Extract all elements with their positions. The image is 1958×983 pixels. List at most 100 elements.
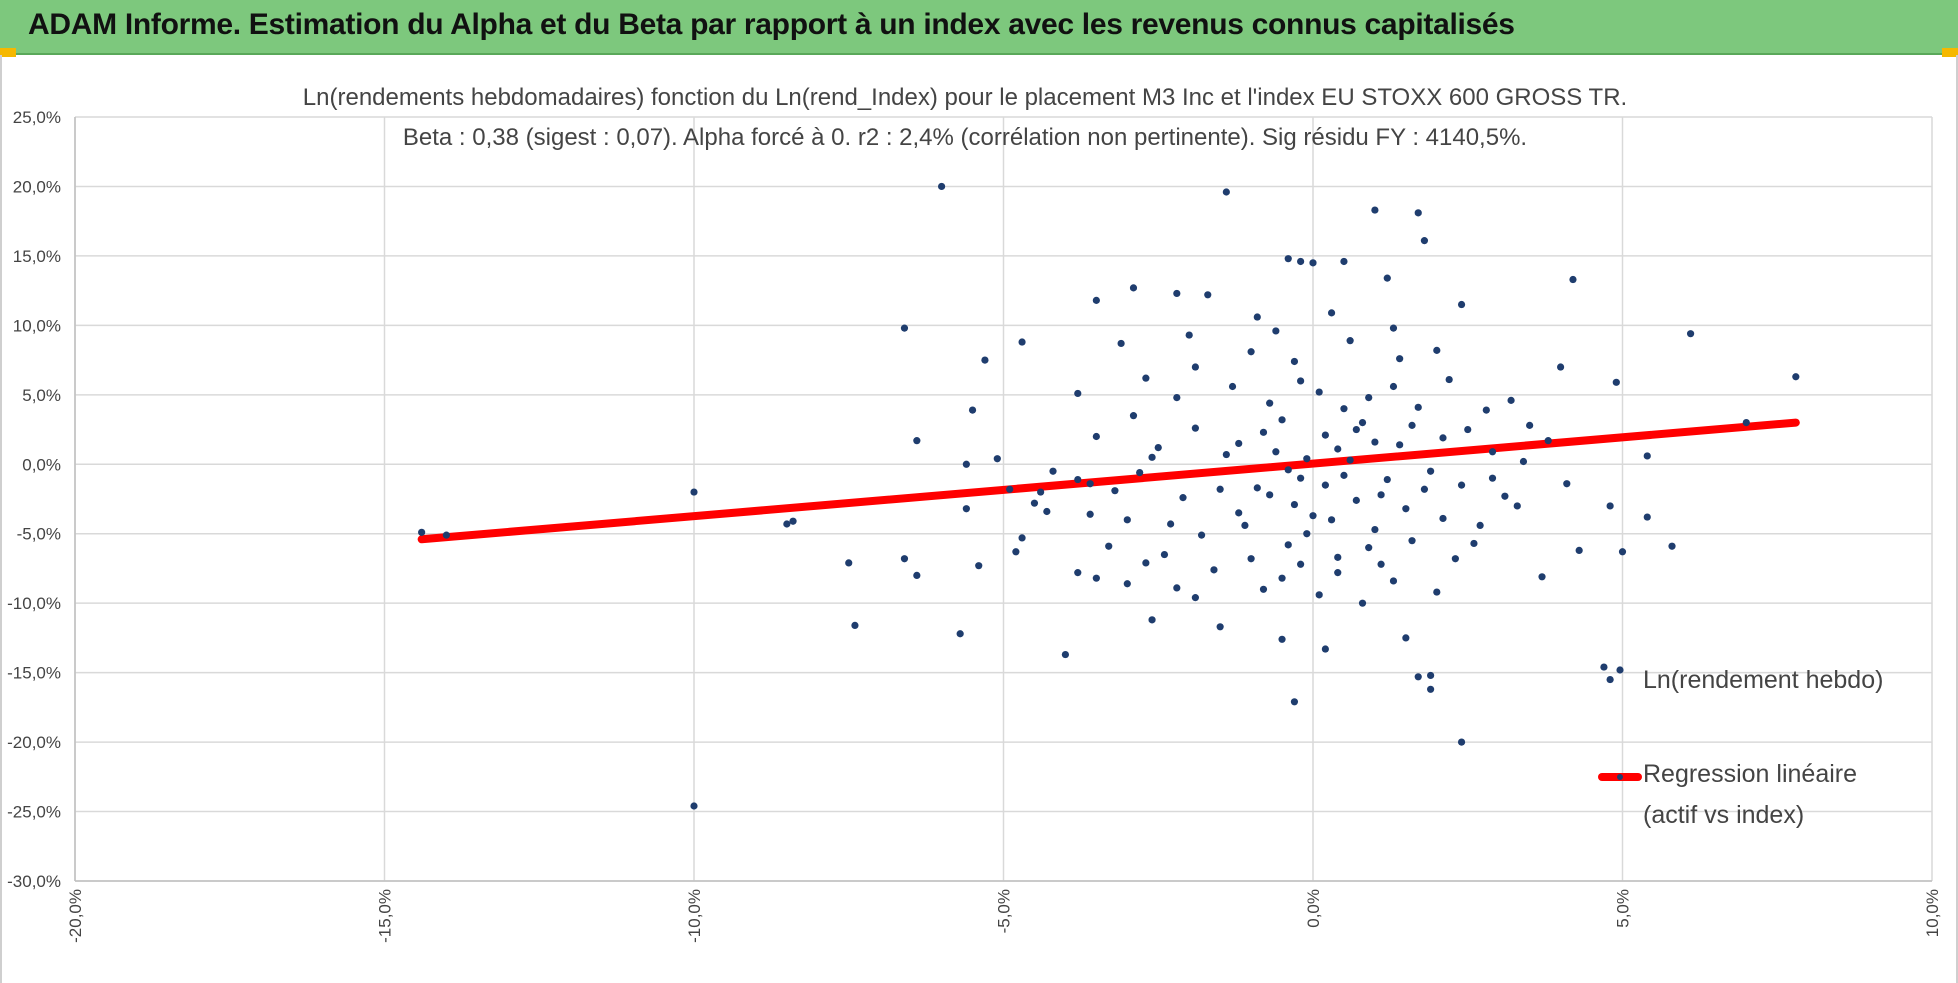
scatter-point xyxy=(1309,259,1317,267)
scatter-point xyxy=(1173,393,1181,402)
page-title: ADAM Informe. Estimation du Alpha et du … xyxy=(28,8,1515,41)
legend-label-regression-sub: (actif vs index) xyxy=(1643,801,1805,829)
y-tick-label: 0,0% xyxy=(22,455,61,474)
scatter-point xyxy=(1383,475,1391,484)
y-tick-label: 20,0% xyxy=(13,177,61,196)
scatter-point xyxy=(1389,324,1398,332)
scatter-point xyxy=(1371,525,1379,534)
chart-title: Ln(rendements hebdomadaires) fonction du… xyxy=(302,84,1628,111)
scatter-point xyxy=(1030,499,1039,507)
scatter-point xyxy=(1358,419,1367,427)
regression-line xyxy=(417,418,1800,544)
scatter-point xyxy=(1340,471,1348,479)
scatter-point xyxy=(1315,388,1323,396)
scatter-point xyxy=(1173,289,1181,298)
scatter-point xyxy=(1389,577,1398,585)
scatter-point xyxy=(968,406,977,414)
scatter-point xyxy=(1037,488,1045,496)
scatter-point xyxy=(1464,425,1472,434)
scatter-point xyxy=(1526,421,1534,429)
scatter-point xyxy=(1061,650,1069,659)
scatter-point xyxy=(1488,448,1497,456)
scatter-point xyxy=(1346,456,1354,464)
scatter-point xyxy=(1266,491,1274,499)
scatter-point xyxy=(1389,382,1398,391)
y-tick-label: -15,0% xyxy=(7,664,61,683)
y-tick-label: -5,0% xyxy=(17,525,61,544)
scatter-point xyxy=(1742,419,1750,427)
scatter-point xyxy=(1488,474,1497,482)
scatter-point xyxy=(913,437,921,445)
scatter-point xyxy=(1284,255,1292,263)
scatter-point xyxy=(913,571,921,580)
scatter-point xyxy=(1686,330,1695,338)
x-tick-label: 5,0% xyxy=(1614,889,1633,928)
scatter-point xyxy=(1334,569,1342,577)
scatter-point xyxy=(975,562,983,570)
scatter-point xyxy=(1439,514,1447,523)
scatter-point xyxy=(900,324,909,332)
scatter-point xyxy=(1173,584,1181,592)
scatter-point xyxy=(1228,382,1237,391)
scatter-point xyxy=(1334,445,1342,453)
scatter-point xyxy=(1457,738,1466,746)
scatter-point xyxy=(1018,534,1026,542)
scatter-point xyxy=(1129,284,1138,292)
legend-marker-regression-dot xyxy=(1617,774,1623,780)
scatter-point xyxy=(1086,510,1094,518)
scatter-point xyxy=(1445,375,1453,384)
scatter-point xyxy=(1117,339,1125,348)
y-tick-label: 15,0% xyxy=(13,247,61,266)
scatter-point xyxy=(1297,257,1305,266)
scatter-point xyxy=(1414,673,1422,681)
scatter-point xyxy=(1049,467,1057,475)
scatter-point xyxy=(1074,475,1082,484)
scatter-point xyxy=(851,621,859,630)
scatter-point xyxy=(1235,439,1243,448)
scatter-point xyxy=(1204,291,1212,299)
scatter-point xyxy=(1167,520,1175,528)
scatter-point xyxy=(1185,331,1193,339)
scatter-point xyxy=(1321,645,1329,653)
scatter-point xyxy=(1643,452,1651,460)
scatter-point xyxy=(1290,698,1299,706)
scatter-point xyxy=(1371,438,1379,446)
scatter-point xyxy=(1136,469,1144,477)
scatter-point xyxy=(1563,480,1571,488)
y-tick-label: -25,0% xyxy=(7,803,61,822)
scatter-point xyxy=(1148,453,1156,461)
scatter-point xyxy=(1006,485,1014,493)
scatter-point xyxy=(789,517,797,525)
scatter-point xyxy=(1501,492,1509,500)
scatter-point xyxy=(1284,541,1292,549)
x-tick-label: -10,0% xyxy=(685,889,704,943)
legend-label-regression: Regression linéaire xyxy=(1643,760,1858,788)
scatter-point xyxy=(1272,448,1280,456)
scatter-point xyxy=(845,559,853,567)
scatter-point xyxy=(900,555,909,563)
chart-frame xyxy=(0,55,1958,983)
scatter-point xyxy=(1396,355,1404,363)
scatter-point xyxy=(1222,450,1230,459)
scatter-point xyxy=(1278,635,1286,643)
scatter-point xyxy=(1074,389,1082,398)
scatter-point xyxy=(1253,484,1261,492)
scatter-point xyxy=(690,488,698,496)
scatter-point xyxy=(1297,560,1305,568)
scatter-point xyxy=(1018,338,1026,346)
scatter-point xyxy=(1092,574,1100,582)
scatter-point xyxy=(1427,685,1435,693)
scatter-point xyxy=(1457,300,1466,309)
x-tick-label: 0,0% xyxy=(1304,889,1323,928)
scatter-point xyxy=(1371,206,1379,214)
scatter-point xyxy=(1668,542,1676,550)
y-tick-label: -20,0% xyxy=(7,733,61,752)
scatter-point xyxy=(1290,357,1299,366)
scatter-point xyxy=(1191,363,1199,371)
scatter-point xyxy=(1123,580,1131,588)
scatter-point xyxy=(1092,432,1100,441)
scatter-point xyxy=(1600,663,1608,671)
scatter-point xyxy=(1340,257,1348,266)
scatter-point xyxy=(1105,542,1113,550)
